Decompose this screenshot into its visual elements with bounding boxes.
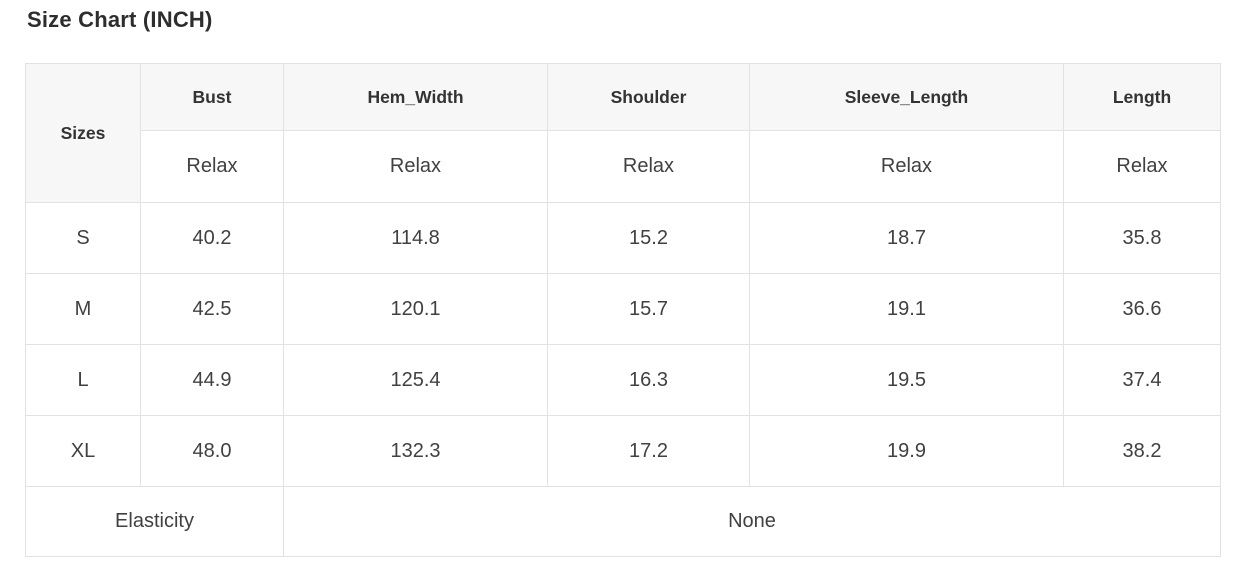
value-shoulder: 15.7	[547, 273, 750, 345]
size-label: M	[25, 273, 141, 345]
column-header-sleeve-length: Sleeve_Length	[749, 63, 1064, 131]
fit-cell-sleeve-length: Relax	[749, 130, 1064, 203]
value-bust: 48.0	[140, 415, 284, 487]
table-row-size-xl: XL 48.0 132.3 17.2 19.9 38.2	[25, 415, 1221, 487]
fit-cell-bust: Relax	[140, 130, 284, 203]
value-sleeve-length: 18.7	[749, 202, 1064, 274]
value-length: 35.8	[1063, 202, 1221, 274]
value-hem-width: 132.3	[283, 415, 548, 487]
fit-cell-shoulder: Relax	[547, 130, 750, 203]
column-header-shoulder: Shoulder	[547, 63, 750, 131]
value-length: 37.4	[1063, 344, 1221, 416]
value-sleeve-length: 19.5	[749, 344, 1064, 416]
table-row-size-m: M 42.5 120.1 15.7 19.1 36.6	[25, 273, 1221, 345]
size-chart-table: Sizes Bust Hem_Width Shoulder Sleeve_Len…	[25, 63, 1221, 557]
table-header-row: Sizes Bust Hem_Width Shoulder Sleeve_Len…	[25, 63, 1221, 203]
table-row-size-l: L 44.9 125.4 16.3 19.5 37.4	[25, 344, 1221, 416]
elasticity-value: None	[283, 486, 1221, 557]
elasticity-row: Elasticity None	[25, 486, 1221, 557]
value-bust: 42.5	[140, 273, 284, 345]
column-header-hem-width: Hem_Width	[283, 63, 548, 131]
value-hem-width: 120.1	[283, 273, 548, 345]
size-label: S	[25, 202, 141, 274]
value-sleeve-length: 19.1	[749, 273, 1064, 345]
size-label: XL	[25, 415, 141, 487]
value-length: 38.2	[1063, 415, 1221, 487]
fit-type-row: Relax Relax Relax Relax Relax	[26, 130, 1221, 203]
fit-cell-length: Relax	[1063, 130, 1221, 203]
size-label: L	[25, 344, 141, 416]
column-header-length: Length	[1063, 63, 1221, 131]
fit-cell-hem-width: Relax	[283, 130, 548, 203]
value-bust: 40.2	[140, 202, 284, 274]
value-hem-width: 125.4	[283, 344, 548, 416]
value-shoulder: 17.2	[547, 415, 750, 487]
value-shoulder: 16.3	[547, 344, 750, 416]
value-length: 36.6	[1063, 273, 1221, 345]
value-hem-width: 114.8	[283, 202, 548, 274]
size-chart-title: Size Chart (INCH)	[27, 7, 213, 32]
column-header-bust: Bust	[140, 63, 284, 131]
table-row-size-s: S 40.2 114.8 15.2 18.7 35.8	[25, 202, 1221, 274]
elasticity-label: Elasticity	[25, 486, 284, 557]
value-shoulder: 15.2	[547, 202, 750, 274]
column-header-sizes: Sizes	[25, 63, 141, 203]
value-bust: 44.9	[140, 344, 284, 416]
value-sleeve-length: 19.9	[749, 415, 1064, 487]
